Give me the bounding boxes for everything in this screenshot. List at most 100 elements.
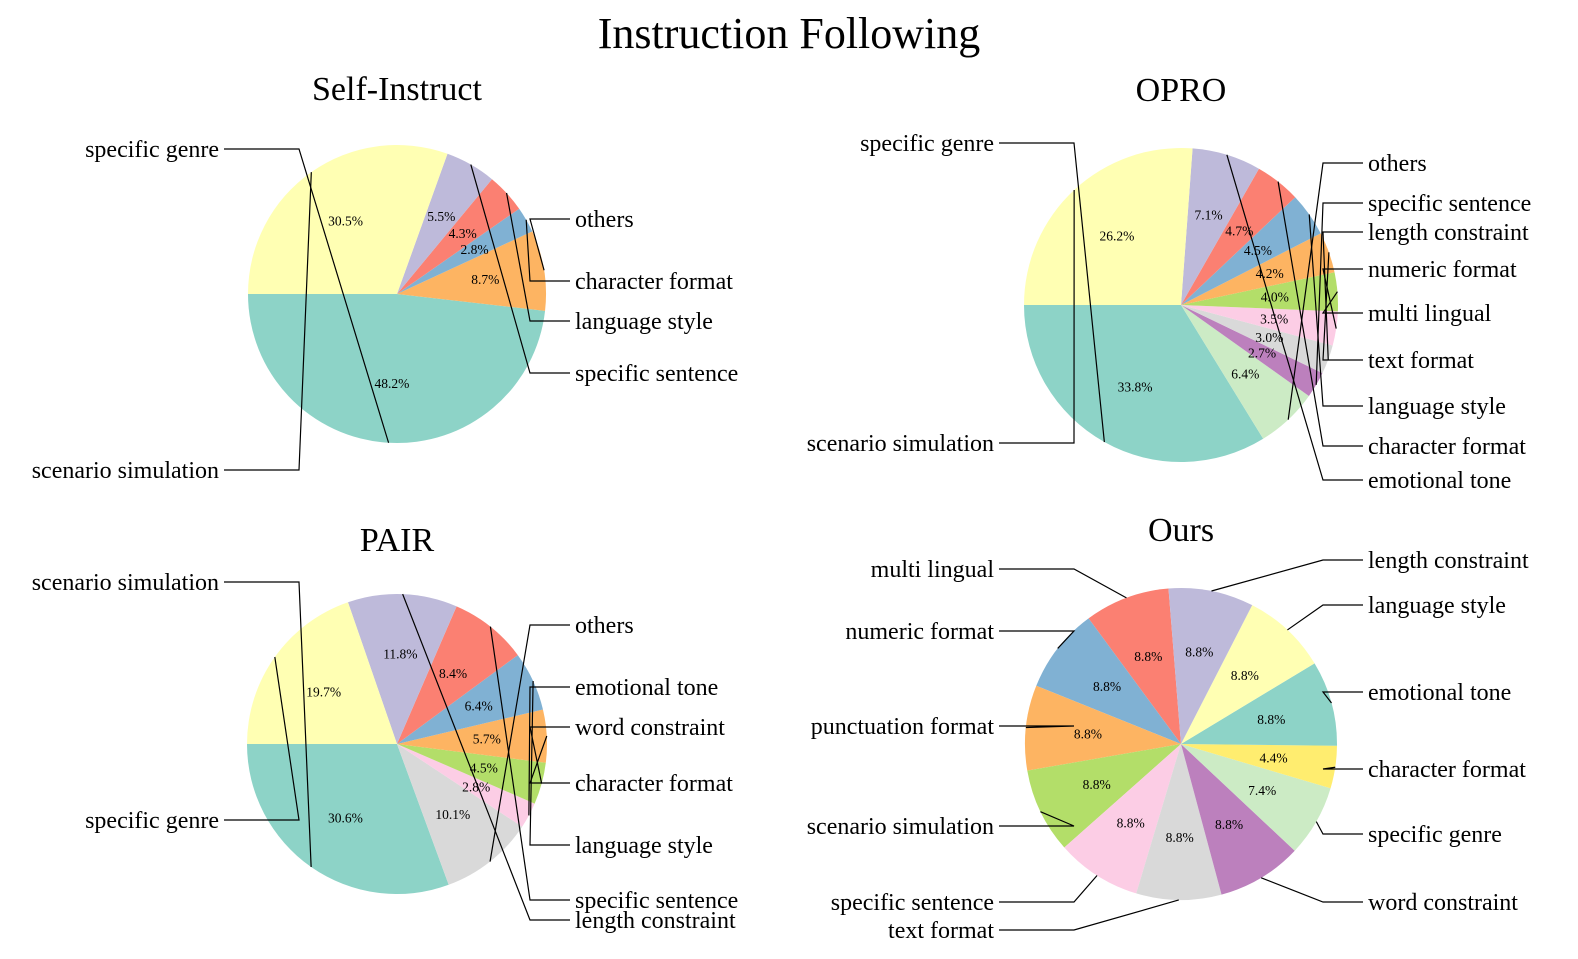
category-label-specific-sentence: specific sentence [575, 888, 738, 914]
category-label-scenario-simulation: scenario simulation [32, 570, 219, 596]
leader-line-specific-genre [224, 656, 300, 821]
leader-line-multi-lingual [1321, 291, 1363, 314]
slice-scenario-simulation [246, 744, 449, 895]
pct-label-language-style: 6.4% [465, 699, 493, 714]
leader-line-others [489, 624, 570, 862]
category-label-text-format: text format [888, 918, 994, 944]
category-label-specific-sentence: specific sentence [831, 890, 994, 916]
slice-language-style [397, 655, 543, 744]
pct-label-specific-genre: 48.2% [375, 376, 410, 391]
slice-emotional-tone [397, 744, 535, 827]
leader-line-character-format [529, 735, 570, 784]
labels-pair: 30.6% scenario simulation 10.1% others 2.8% e… [32, 570, 739, 934]
slice-others [1181, 305, 1309, 439]
slice-numeric-format [1036, 618, 1181, 744]
pie-opro: OPRO 33.8% specific genre 6.4% others 2.7% sp… [807, 72, 1532, 494]
leader-line-specific-sentence [1315, 202, 1363, 385]
category-label-numeric-format: numeric format [1368, 257, 1517, 283]
category-label-emotional-tone: emotional tone [575, 675, 718, 701]
leader-line-specific-sentence [999, 875, 1098, 903]
labels-ours: 8.8% multi lingual 8.8% numeric format 8.8% p… [807, 548, 1529, 944]
slice-scenario-simulation [1024, 148, 1193, 305]
leader-line-text-format [1322, 252, 1363, 361]
leader-line-length-constraint [402, 593, 570, 921]
slice-specific-sentence [1064, 744, 1181, 894]
category-label-character-format: character format [575, 771, 733, 797]
slice-text-format [1136, 744, 1222, 900]
slice-numeric-format [1181, 305, 1338, 346]
slice-specific-sentence [397, 606, 518, 744]
slice-word-constraint [397, 744, 546, 804]
leader-line-punctuation-format [999, 725, 1075, 729]
pie-ours: Ours 8.8% multi lingual 8.8% numeric format… [807, 512, 1529, 944]
category-label-others: others [575, 207, 634, 233]
category-label-specific-genre: specific genre [1368, 822, 1502, 848]
slice-word-constraint [1181, 744, 1295, 895]
labels-opro: 33.8% specific genre 6.4% others 2.7% specifi… [807, 131, 1532, 494]
leader-line-specific-genre [224, 148, 390, 443]
leader-line-emotional-tone [528, 686, 570, 816]
slice-specific-sentence [1181, 305, 1323, 396]
category-label-character-format: character format [1368, 434, 1526, 460]
slice-multi-lingual [1088, 588, 1181, 744]
leader-line-character-format [525, 219, 570, 282]
leader-lines-pair [224, 581, 570, 921]
pct-label-emotional-tone: 2.8% [462, 779, 490, 794]
pct-label-specific-genre: 19.7% [306, 684, 341, 699]
slice-others [397, 744, 523, 885]
category-label-punctuation-format: punctuation format [811, 714, 995, 740]
pct-label-language-style: 4.3% [449, 226, 477, 241]
pct-label-word-constraint: 4.5% [470, 760, 498, 775]
pct-label-character-format: 5.7% [473, 732, 501, 747]
pct-label-text-format: 8.8% [1166, 830, 1194, 845]
figure-title: Instruction Following [598, 9, 981, 58]
slices-self-instruct [248, 145, 547, 444]
leader-line-emotional-tone [1226, 154, 1363, 481]
pie-title-opro: OPRO [1136, 72, 1227, 109]
category-label-specific-sentence: specific sentence [1368, 191, 1531, 217]
leader-line-scenario-simulation [224, 172, 312, 471]
pct-label-multi-lingual: 4.0% [1261, 290, 1289, 305]
pct-label-scenario-simulation: 26.2% [1099, 228, 1134, 243]
slice-language-style [397, 179, 520, 294]
leader-line-text-format [999, 899, 1179, 931]
category-label-multi-lingual: multi lingual [871, 557, 995, 583]
leader-line-scenario-simulation [999, 811, 1075, 827]
leader-line-scenario-simulation [999, 189, 1075, 444]
pct-label-character-format: 2.8% [460, 242, 488, 257]
slice-specific-genre [1181, 744, 1331, 851]
category-label-character-format: character format [1368, 757, 1526, 783]
pct-label-language-style: 8.8% [1231, 668, 1259, 683]
pct-label-scenario-simulation: 8.8% [1083, 777, 1111, 792]
slice-emotional-tone [1181, 148, 1259, 305]
pct-label-others: 10.1% [435, 807, 470, 822]
leader-line-numeric-format [1322, 268, 1363, 329]
category-label-specific-genre: specific genre [860, 131, 994, 157]
pct-label-character-format: 4.7% [1225, 223, 1253, 238]
slice-length-constraint [347, 594, 457, 744]
category-label-specific-sentence: specific sentence [575, 361, 738, 387]
leader-line-others [1287, 162, 1363, 420]
category-label-word-constraint: word constraint [575, 715, 725, 741]
category-label-emotional-tone: emotional tone [1368, 680, 1511, 706]
pct-label-others: 8.7% [471, 272, 499, 287]
pct-label-scenario-simulation: 30.5% [328, 213, 363, 228]
pct-label-specific-sentence: 2.7% [1248, 345, 1276, 360]
leader-lines-ours [999, 559, 1363, 931]
category-label-length-constraint: length constraint [1368, 548, 1529, 574]
pct-label-numeric-format: 3.5% [1260, 312, 1288, 327]
leader-line-specific-sentence [489, 626, 570, 901]
leader-line-language-style [1287, 604, 1363, 631]
category-label-numeric-format: numeric format [845, 619, 994, 645]
slice-length-constraint [1181, 305, 1333, 374]
slice-others [397, 231, 547, 311]
leader-line-length-constraint [1322, 231, 1363, 360]
leader-line-word-constraint [529, 726, 570, 784]
slice-text-format [1181, 233, 1335, 305]
leader-line-character-format [1277, 181, 1363, 447]
labels-self-instruct: 48.2% specific genre 8.7% others 2.8% charact… [32, 137, 739, 484]
slice-emotional-tone [1181, 663, 1337, 746]
category-label-text-format: text format [1368, 348, 1474, 374]
category-label-multi-lingual: multi lingual [1368, 301, 1492, 327]
